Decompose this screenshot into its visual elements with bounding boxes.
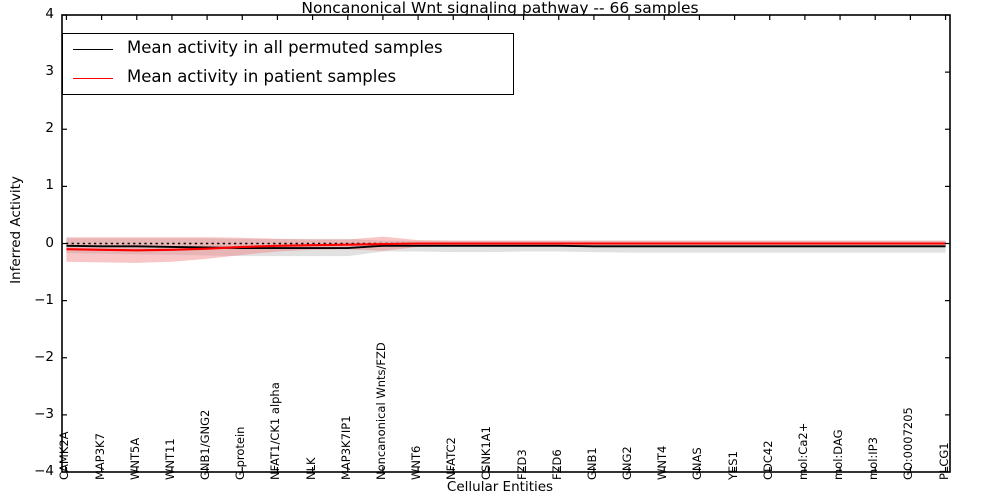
legend-label-permuted: Mean activity in all permuted samples [127, 38, 443, 57]
x-tick-label: GO:0007205 [901, 407, 916, 480]
line-patient [66, 242, 946, 252]
legend-label-patient: Mean activity in patient samples [127, 67, 397, 86]
plot-frame [61, 14, 951, 473]
y-tick-label: −2 [34, 348, 54, 365]
x-tick-label: FZD6 [549, 449, 564, 480]
x-tick-label: MAP3K7IP1 [338, 415, 353, 480]
x-axis-ticks [65, 15, 947, 472]
x-tick-label: YES1 [725, 451, 740, 480]
x-tick-label: WNT5A [127, 437, 142, 480]
x-tick-label: G protein [233, 426, 248, 480]
legend-item-patient: Mean activity in patient samples [63, 63, 513, 94]
y-tick-label: −4 [34, 463, 54, 479]
x-tick-label: GNB1 [584, 447, 599, 480]
x-tick-label: CDC42 [760, 440, 775, 480]
x-tick-label: NFATC2 [444, 437, 459, 480]
x-tick-label: GNAS [690, 447, 705, 480]
x-axis-label: Cellular Entities [446, 479, 554, 495]
y-tick-label: −1 [34, 291, 54, 308]
y-tick-label: −3 [34, 405, 54, 422]
x-tick-label: WNT6 [409, 445, 424, 480]
x-tick-label: NFAT1/CK1 alpha [268, 382, 283, 480]
legend-item-permuted: Mean activity in all permuted samples [63, 34, 513, 65]
y-tick-label: 4 [45, 6, 54, 22]
chart-title: Noncanonical Wnt signaling pathway -- 66… [301, 0, 699, 17]
y-tick-label: 1 [45, 177, 54, 194]
y-tick-label: 3 [45, 63, 54, 80]
chart-legend: Mean activity in all permuted samples Me… [62, 33, 514, 95]
x-tick-label: CAMK2A [57, 431, 72, 480]
y-tick-label: 0 [45, 234, 54, 251]
x-tick-label: GNB1/GNG2 [198, 409, 213, 480]
mean-lines [66, 242, 946, 252]
x-tick-label: mol:DAG [831, 429, 846, 480]
x-tick-label: CSNK1A1 [479, 426, 494, 480]
x-tick-label: FZD3 [514, 449, 529, 480]
y-tick-label: 2 [45, 120, 54, 137]
legend-swatch-patient [73, 78, 113, 79]
x-tick-label: Noncanonical Wnts/FZD [373, 342, 388, 480]
legend-swatch-permuted [73, 49, 113, 50]
x-tick-label: WNT4 [655, 445, 670, 480]
x-tick-label: mol:IP3 [866, 437, 881, 480]
x-tick-label: PLCG1 [936, 442, 951, 480]
x-tick-label: WNT11 [162, 438, 177, 480]
x-tick-label: mol:Ca2+ [795, 422, 810, 480]
x-tick-label: GNG2 [620, 446, 635, 480]
x-tick-label: MAP3K7 [92, 433, 107, 480]
x-tick-label: NLK [303, 457, 318, 480]
